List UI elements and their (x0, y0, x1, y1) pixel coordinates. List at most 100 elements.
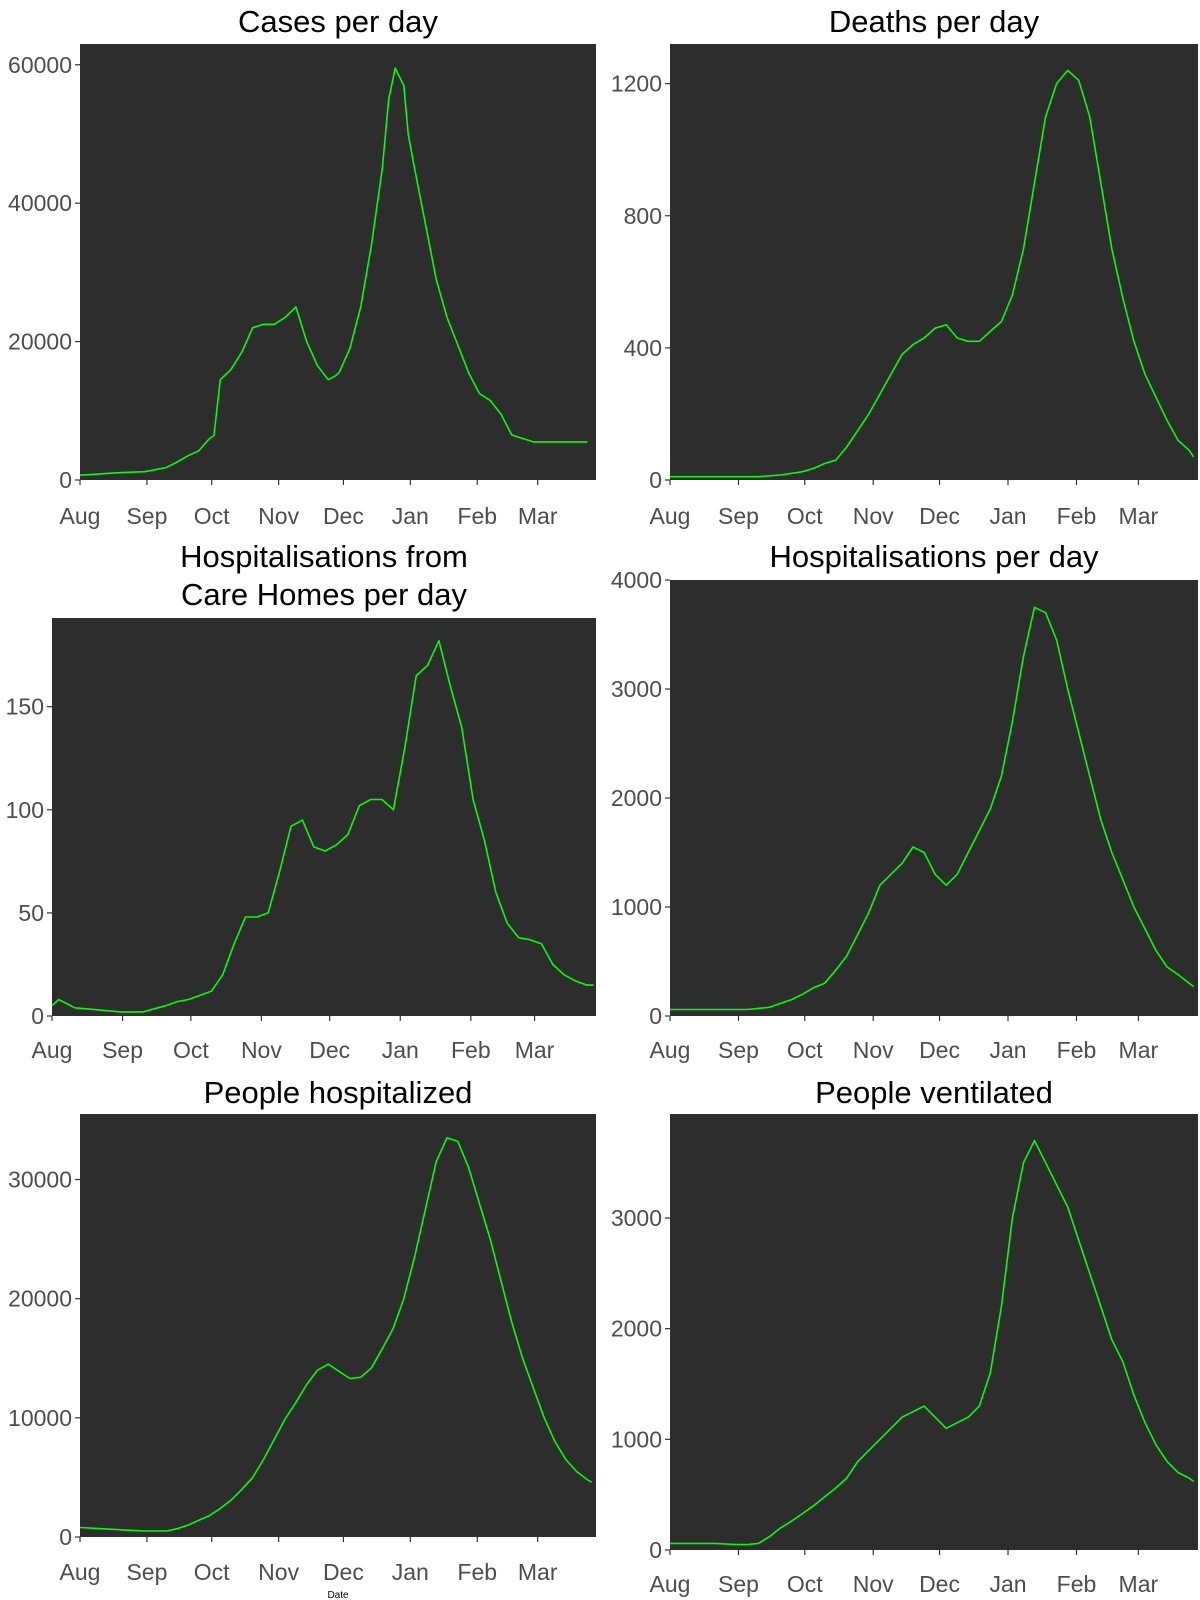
x-tick-label: Oct (194, 503, 230, 529)
y-tick-label: 4000 (611, 567, 662, 593)
y-tick-label: 0 (649, 467, 662, 493)
panel-2: Deaths per day 0 400 800 1200 Aug Sep Oct Nov Dec… (611, 4, 1198, 529)
y-tick-label: 0 (59, 467, 72, 493)
x-tick-label: Jan (989, 1571, 1026, 1597)
y-tick-label: 20000 (8, 329, 72, 355)
chart-title: Hospitalisations per day (769, 539, 1099, 574)
x-tick-label: Feb (457, 503, 497, 529)
plot-area (52, 618, 596, 1016)
y-tick-label: 2000 (611, 1316, 662, 1342)
x-tick-label: Feb (457, 1559, 497, 1585)
y-tick-label: 150 (6, 694, 44, 720)
x-tick-label: Mar (1119, 1571, 1159, 1597)
x-tick-label: Sep (126, 503, 167, 529)
x-tick-label: Feb (1057, 1037, 1097, 1063)
x-tick-label: Jan (989, 1037, 1026, 1063)
plot-area (670, 580, 1198, 1016)
x-tick-label: Feb (1057, 1571, 1097, 1597)
y-tick-label: 1000 (611, 894, 662, 920)
chart-title: Cases per day (238, 4, 438, 39)
y-tick-label: 50 (18, 900, 44, 926)
x-tick-label: Mar (1119, 503, 1159, 529)
x-tick-label: Mar (1119, 1037, 1159, 1063)
x-tick-label: Aug (32, 1037, 73, 1063)
x-tick-label: Oct (787, 1037, 823, 1063)
y-tick-label: 10000 (8, 1405, 72, 1431)
series-line (670, 606, 1195, 1011)
y-tick-label: 0 (649, 1003, 662, 1029)
x-tick-label: Feb (451, 1037, 491, 1063)
x-tick-label: Dec (323, 1559, 364, 1585)
y-tick-label: 800 (624, 203, 662, 229)
x-tick-label: Oct (173, 1037, 209, 1063)
x-tick-label: Dec (919, 1037, 960, 1063)
x-tick-label: Nov (853, 1037, 894, 1063)
x-tick-label: Jan (392, 503, 429, 529)
x-tick-label: Mar (518, 1559, 558, 1585)
y-tick-label: 40000 (8, 190, 72, 216)
panel-5: People hospitalized 0 10000 20000 30000 Aug Se… (8, 1075, 596, 1585)
x-tick-label: Aug (60, 503, 101, 529)
series-line (79, 1137, 593, 1532)
x-tick-label: Dec (323, 503, 364, 529)
x-tick-label: Jan (382, 1037, 419, 1063)
chart-title: Care Homes per day (181, 577, 468, 612)
x-tick-label: Aug (60, 1559, 101, 1585)
x-tick-label: Nov (258, 1559, 299, 1585)
y-tick-label: 2000 (611, 785, 662, 811)
x-tick-label: Sep (126, 1559, 167, 1585)
series-line (670, 69, 1195, 478)
y-tick-label: 60000 (8, 52, 72, 78)
chart-title: People ventilated (815, 1075, 1053, 1110)
x-tick-label: Oct (787, 1571, 823, 1597)
y-tick-label: 400 (624, 335, 662, 361)
x-tick-label: Jan (989, 503, 1026, 529)
x-tick-label: Oct (787, 503, 823, 529)
x-tick-label: Sep (102, 1037, 143, 1063)
y-tick-label: 0 (31, 1003, 44, 1029)
x-tick-label: Sep (718, 1037, 759, 1063)
y-tick-label: 3000 (611, 676, 662, 702)
x-tick-label: Sep (718, 1571, 759, 1597)
x-tick-label: Aug (650, 1571, 691, 1597)
y-tick-label: 1000 (611, 1426, 662, 1452)
plot-area (80, 1114, 596, 1537)
x-tick-label: Nov (853, 1571, 894, 1597)
x-tick-label: Nov (241, 1037, 282, 1063)
series-line (79, 67, 588, 476)
x-tick-label: Jan (392, 1559, 429, 1585)
y-tick-label: 100 (6, 797, 44, 823)
x-tick-label: Dec (309, 1037, 350, 1063)
y-tick-label: 1200 (611, 71, 662, 97)
x-tick-label: Mar (518, 503, 558, 529)
plot-area (670, 44, 1198, 480)
x-tick-label: Dec (919, 1571, 960, 1597)
chart-title: People hospitalized (204, 1075, 473, 1110)
y-tick-label: 20000 (8, 1286, 72, 1312)
x-tick-label: Dec (919, 503, 960, 529)
chart-title: Hospitalisations from (180, 539, 468, 574)
x-tick-label: Aug (650, 1037, 691, 1063)
x-tick-label: Feb (1057, 503, 1097, 529)
x-tick-label: Nov (853, 503, 894, 529)
series-line (670, 1139, 1195, 1546)
x-tick-label: Mar (515, 1037, 555, 1063)
y-tick-label: 0 (59, 1524, 72, 1550)
y-tick-label: 30000 (8, 1167, 72, 1193)
y-tick-label: 0 (649, 1537, 662, 1563)
chart-title: Deaths per day (829, 4, 1040, 39)
x-tick-label: Aug (650, 503, 691, 529)
x-tick-label: Sep (718, 503, 759, 529)
plot-area (670, 1114, 1198, 1550)
x-tick-label: Oct (194, 1559, 230, 1585)
x-tick-label: Nov (258, 503, 299, 529)
x-axis-label: Date (327, 1590, 349, 1600)
series-line (51, 639, 594, 1013)
plot-area (80, 44, 596, 480)
panel-1: Cases per day 0 20000 40000 60000 Aug Sep Oct No… (8, 4, 596, 529)
y-tick-label: 3000 (611, 1205, 662, 1231)
panel-4: Hospitalisations per day 0 1000 2000 3000 400… (611, 539, 1198, 1063)
panel-6: People ventilated 0 1000 2000 3000 Aug Sep Oct N… (611, 1075, 1198, 1597)
